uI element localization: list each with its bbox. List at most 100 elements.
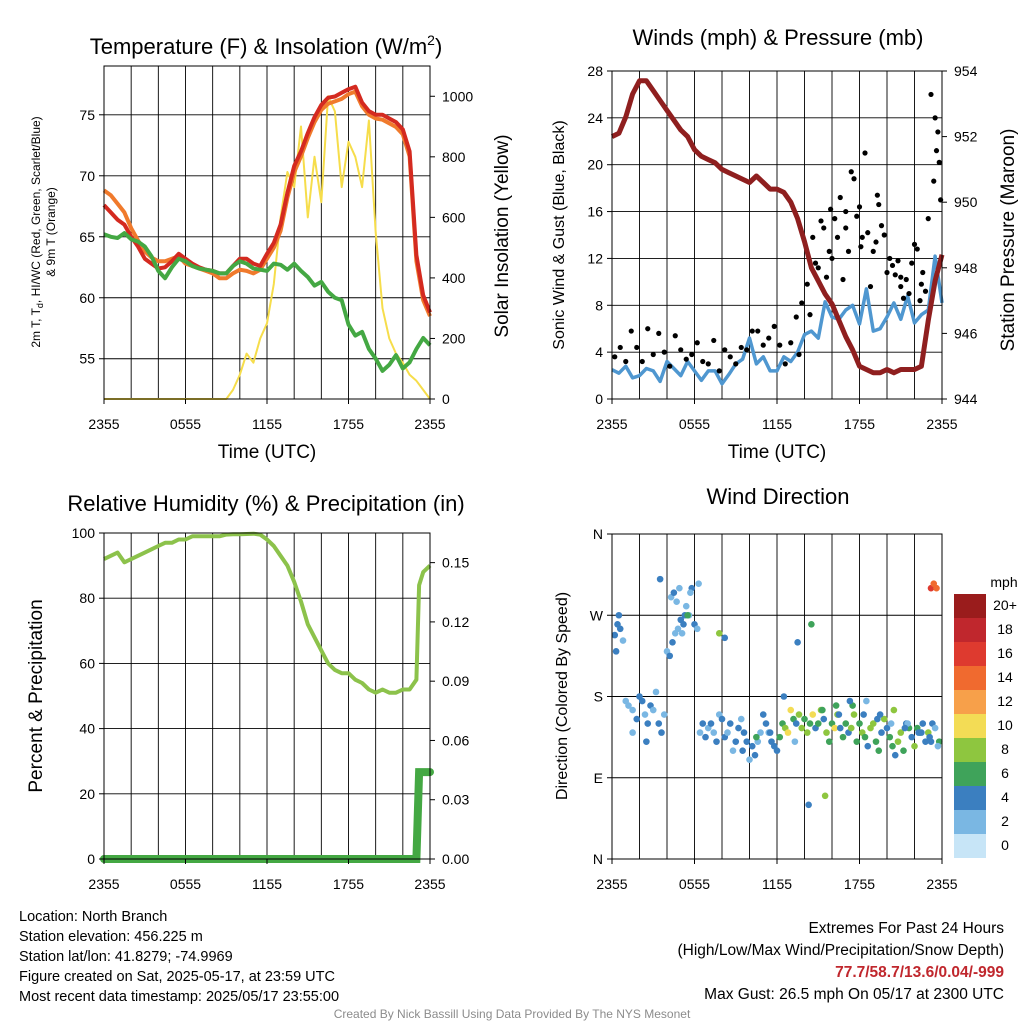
y-tick-label: N (593, 851, 603, 867)
gust-point (837, 194, 843, 201)
gust-point (623, 358, 629, 365)
y-tick-label: 4 (595, 344, 603, 360)
y-tick-label: N (593, 526, 603, 542)
legend-label: 0 (1001, 837, 1009, 853)
gust-point (895, 258, 901, 264)
x-tick-label: 2355 (414, 416, 445, 432)
direction-point (887, 720, 895, 727)
gust-point (700, 358, 706, 365)
gust-point (898, 283, 904, 290)
direction-point (823, 729, 830, 736)
gust-point (925, 216, 931, 222)
gust-point (799, 300, 805, 306)
x-tick-label: 1755 (333, 876, 364, 892)
gust-point (892, 272, 898, 278)
y2-tick-label: 944 (954, 391, 978, 407)
direction-point (869, 720, 877, 727)
y2-tick-label: 0.15 (442, 555, 469, 571)
gust-point (639, 358, 645, 365)
y2-tick-label: 600 (442, 209, 466, 225)
direction-x-ticks: 2355 0555 1155 1755 2355 (596, 859, 958, 892)
y-tick-label: 65 (79, 229, 95, 245)
recent-timestamp: Most recent data timestamp: 2025/05/17 2… (19, 989, 340, 1005)
direction-point (901, 724, 909, 732)
direction-point (863, 697, 870, 705)
y-tick-label: 60 (79, 655, 95, 671)
direction-point (835, 711, 843, 718)
winds-x-ticks: 2355 0555 1155 1755 2355 (596, 399, 958, 432)
direction-point (776, 733, 784, 741)
gust-point (834, 234, 841, 240)
humidity-title: Relative Humidity (%) & Precipitation (i… (67, 491, 464, 516)
direction-point (673, 598, 680, 606)
direction-point (860, 711, 867, 718)
direction-point (629, 729, 636, 736)
extremes-values: 77.7/58.7/13.6/0.04/-999 (835, 964, 1004, 981)
direction-point (878, 729, 885, 736)
temperature-xlabel: Time (UTC) (218, 442, 317, 463)
gust-point (628, 328, 634, 334)
gust-point (920, 269, 926, 276)
direction-point (791, 738, 799, 745)
gust-point (898, 274, 904, 280)
y-tick-label: 8 (595, 297, 603, 313)
direction-point (678, 630, 686, 637)
direction-point (795, 711, 803, 718)
direction-point (832, 702, 840, 709)
x-tick-label: 2355 (926, 876, 957, 892)
direction-point (676, 584, 683, 592)
direction-point (931, 724, 939, 732)
direction-point (696, 729, 704, 736)
y2-tick-label: 200 (442, 330, 466, 346)
gust-point (903, 276, 909, 283)
gust-point (911, 241, 918, 247)
y-tick-label: 12 (587, 250, 603, 266)
direction-point (766, 729, 774, 736)
temperature-y2-ticks: 0 200 400 600 800 1000 (430, 88, 473, 407)
direction-point (629, 706, 636, 714)
gust-point (873, 239, 879, 245)
y2-tick-label: 948 (954, 260, 978, 276)
direction-point (880, 715, 888, 723)
x-tick-label: 2355 (414, 876, 445, 892)
extremes-legend: (High/Low/Max Wind/Precipitation/Snow De… (677, 942, 1005, 959)
direction-point (660, 711, 668, 718)
y2-tick-label: 952 (954, 129, 978, 145)
gust-point (766, 335, 772, 341)
direction-point (846, 697, 854, 705)
legend-swatch (954, 834, 986, 858)
temperature-y2label: Solar Insolation (Yellow) (492, 134, 513, 337)
direction-point (753, 733, 760, 741)
direction-point (612, 648, 620, 655)
station-info: Location: North Branch Station elevation… (19, 907, 339, 1007)
x-tick-label: 1155 (252, 416, 282, 432)
temperature-title: Temperature (F) & Insolation (W/m2) (90, 32, 443, 59)
direction-point (649, 706, 657, 714)
station-location: Location: North Branch (19, 909, 168, 925)
direction-point (820, 715, 828, 723)
humidity-panel: Relative Humidity (%) & Precipitation (i… (26, 491, 469, 892)
gust-point (760, 342, 766, 348)
gust-point (918, 281, 924, 287)
gust-point (793, 314, 799, 320)
gust-point (840, 276, 846, 283)
humidity-line (103, 531, 432, 695)
direction-point (707, 720, 715, 727)
winds-grid (612, 70, 942, 400)
direction-point (842, 720, 850, 727)
gust-point (867, 283, 874, 290)
x-tick-label: 1155 (762, 876, 792, 892)
winds-ylabel: Sonic Wind & Gust (Blue, Black) (551, 120, 568, 349)
gust-point (788, 340, 794, 346)
direction-point (732, 738, 740, 745)
direction-point (803, 729, 811, 736)
legend-label: 10 (997, 717, 1013, 733)
gust-point (694, 340, 700, 346)
legend-swatch (954, 618, 986, 642)
legend-label: 18 (997, 621, 1013, 637)
direction-point (874, 715, 881, 723)
direction-point (680, 620, 687, 628)
humidity-ylabel: Percent & Precipitation (26, 599, 47, 792)
legend-label: 12 (997, 693, 1013, 709)
credit-line: Created By Nick Bassill Using Data Provi… (333, 1007, 691, 1021)
